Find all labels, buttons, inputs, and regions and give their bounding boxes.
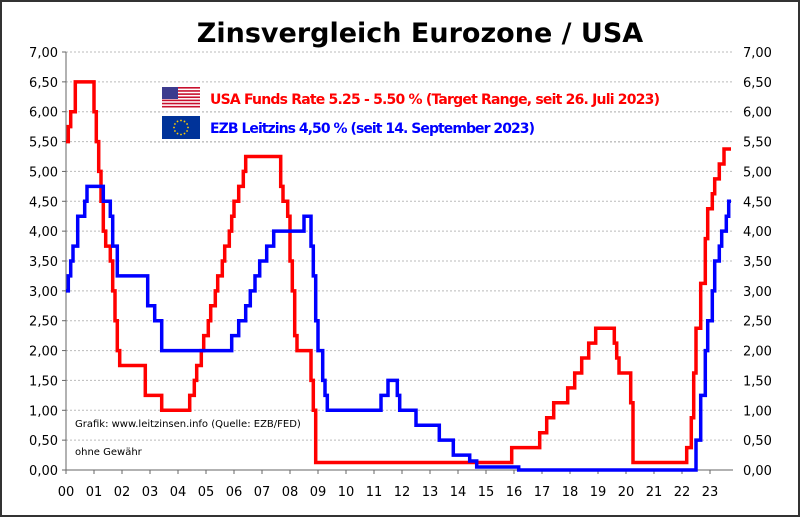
y-tick-label-right: 6,50 xyxy=(743,76,772,91)
y-tick-label-right: 1,50 xyxy=(743,374,772,389)
y-tick-label-left: 7,00 xyxy=(29,46,58,61)
y-tick-label-right: 0,50 xyxy=(743,434,772,449)
x-tick-label: 07 xyxy=(254,485,271,500)
y-tick-label-left: 3,00 xyxy=(29,285,58,300)
x-tick-label: 03 xyxy=(142,485,159,500)
flag-stripe xyxy=(162,90,200,92)
x-tick-label: 06 xyxy=(226,485,243,500)
flag-stripe xyxy=(162,96,200,99)
x-tick-label: 19 xyxy=(590,485,607,500)
y-tick-label-right: 5,50 xyxy=(743,136,772,151)
x-tick-label: 11 xyxy=(366,485,383,500)
eu-flag-icon xyxy=(162,116,200,139)
x-tick-label: 15 xyxy=(478,485,495,500)
y-tick-label-right: 6,00 xyxy=(743,106,772,121)
x-tick-label: 02 xyxy=(114,485,131,500)
axes: 0,00 0,00 0,50 0,50 1,00 1,00 1,50 1,50 2,00 2,00… xyxy=(29,46,772,500)
series-lines xyxy=(66,80,731,472)
flag-star xyxy=(176,132,179,135)
x-tick-label: 18 xyxy=(562,485,579,500)
source-annotation: Grafik: www.leitzinsen.info (Quelle: EZB… xyxy=(75,419,301,430)
y-tick-label-left: 4,00 xyxy=(29,225,58,240)
flag-star xyxy=(176,120,179,123)
y-tick-label-right: 5,00 xyxy=(743,165,772,180)
y-tick-label-right: 1,00 xyxy=(743,404,772,419)
x-tick-label: 23 xyxy=(702,485,719,500)
y-tick-label-left: 2,50 xyxy=(29,315,58,330)
x-tick-label: 14 xyxy=(450,485,467,500)
usa-funds-rate-line xyxy=(66,80,731,465)
y-tick-label-right: 3,50 xyxy=(743,255,772,270)
y-tick-label-right: 4,00 xyxy=(743,225,772,240)
y-tick-label-left: 3,50 xyxy=(29,255,58,270)
y-tick-label-right: 2,50 xyxy=(743,315,772,330)
y-tick-label-right: 4,50 xyxy=(743,195,772,210)
legend-ezb: EZB Leitzins 4,50 % (seit 14. September … xyxy=(210,121,535,137)
flag-stripe xyxy=(162,102,200,105)
flag-star xyxy=(173,126,175,129)
x-tick-label: 01 xyxy=(86,485,103,500)
x-tick-label: 22 xyxy=(674,485,691,500)
legend: USA Funds Rate 5.25 - 5.50 % (Target Ran… xyxy=(150,87,670,143)
x-tick-label: 13 xyxy=(422,485,439,500)
y-tick-label-left: 0,50 xyxy=(29,434,58,449)
y-tick-label-right: 7,00 xyxy=(743,46,772,61)
flag-stripe xyxy=(162,99,200,102)
x-tick-label: 17 xyxy=(534,485,551,500)
gridlines xyxy=(66,51,733,441)
flag-stripe xyxy=(162,105,200,108)
flag-star xyxy=(180,133,182,136)
y-tick-label-right: 2,00 xyxy=(743,345,772,360)
x-tick-label: 09 xyxy=(310,485,327,500)
chart-title: Zinsvergleich Eurozone / USA xyxy=(197,18,643,49)
disclaimer-annotation: ohne Gewähr xyxy=(75,447,143,458)
x-tick-label: 12 xyxy=(394,485,411,500)
x-tick-label: 20 xyxy=(618,485,635,500)
flag-stripe xyxy=(162,93,200,95)
y-tick-label-left: 1,50 xyxy=(29,374,58,389)
y-tick-label-right: 3,00 xyxy=(743,285,772,300)
flag-star xyxy=(187,126,189,129)
legend-usa: USA Funds Rate 5.25 - 5.50 % (Target Ran… xyxy=(210,92,660,108)
x-tick-label: 05 xyxy=(198,485,215,500)
y-tick-label-left: 2,00 xyxy=(29,345,58,360)
flag-star xyxy=(183,132,186,135)
x-tick-label: 08 xyxy=(282,485,299,500)
flag-star xyxy=(183,120,186,123)
y-tick-label-left: 6,50 xyxy=(29,76,58,91)
x-tick-label: 21 xyxy=(646,485,663,500)
x-tick-label: 04 xyxy=(170,485,187,500)
flag-star xyxy=(186,123,188,125)
flag-stripe xyxy=(162,87,200,89)
x-tick-label: 10 xyxy=(338,485,355,500)
y-tick-label-left: 5,50 xyxy=(29,136,58,151)
flag-star xyxy=(174,130,176,132)
us-flag-icon xyxy=(162,87,200,109)
y-tick-label-right: 0,00 xyxy=(743,464,772,479)
y-tick-label-left: 6,00 xyxy=(29,106,58,121)
flag-star xyxy=(186,130,188,132)
flag-star xyxy=(174,123,176,125)
y-tick-label-left: 1,00 xyxy=(29,404,58,419)
x-tick-label: 00 xyxy=(58,485,75,500)
y-tick-label-left: 4,50 xyxy=(29,195,58,210)
flag-star xyxy=(180,119,182,122)
ezb-leitzins-line xyxy=(66,184,731,472)
x-tick-label: 16 xyxy=(506,485,523,500)
y-tick-label-left: 0,00 xyxy=(29,464,58,479)
y-tick-label-left: 5,00 xyxy=(29,165,58,180)
